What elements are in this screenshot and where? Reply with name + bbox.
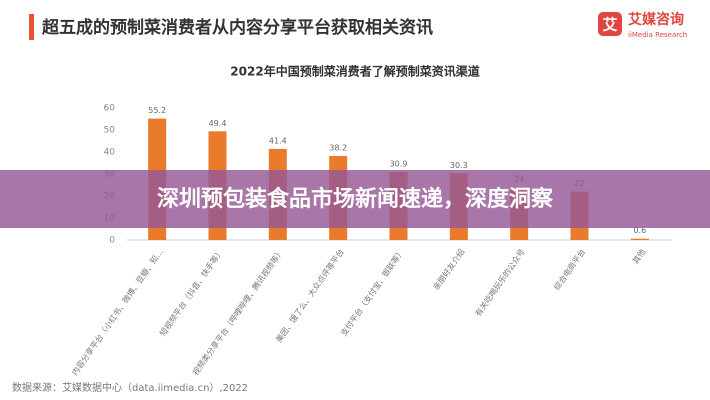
y-tick-label: 60 <box>104 104 116 114</box>
bar <box>630 238 649 240</box>
value-label: 0.6 <box>633 226 646 235</box>
logo-name: 艾媒咨询 <box>628 11 684 28</box>
logo-subtitle: iiMedia Research <box>628 31 687 39</box>
value-label: 30.3 <box>450 161 468 170</box>
header-title: 超五成的预制菜消费者从内容分享平台获取相关资讯 <box>42 17 433 38</box>
banner-text: 深圳预包装食品市场新闻速递，深度洞察 <box>157 186 554 212</box>
value-label: 55.2 <box>148 106 166 115</box>
header-accent <box>29 14 34 40</box>
banner <box>0 170 710 228</box>
value-label: 41.4 <box>269 136 287 145</box>
y-tick-label: 0 <box>109 236 115 246</box>
y-tick-label: 40 <box>104 148 116 158</box>
logo-icon: 艾 <box>602 16 617 34</box>
value-label: 49.4 <box>209 119 227 128</box>
y-tick-label: 50 <box>104 126 116 136</box>
value-label: 30.9 <box>390 160 408 169</box>
value-label: 38.2 <box>329 143 347 152</box>
logo-icon-box <box>598 12 622 36</box>
chart-title: 2022年中国预制菜消费者了解预制菜资讯渠道 <box>230 64 479 79</box>
source: 数据来源：艾媒数据中心（data.iimedia.cn）,2022 <box>12 381 248 394</box>
